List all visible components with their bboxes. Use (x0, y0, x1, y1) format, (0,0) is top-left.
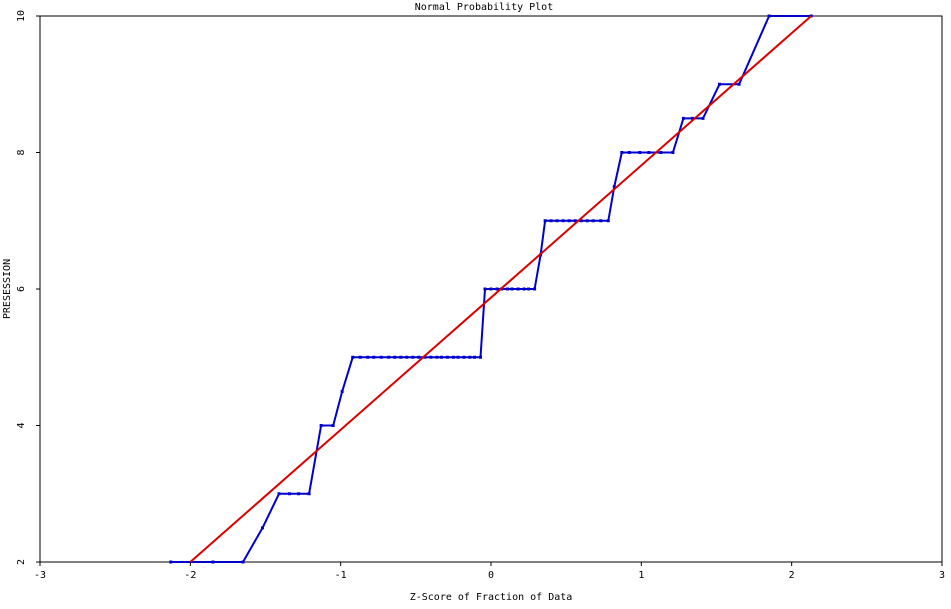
data-point (647, 151, 651, 154)
data-point (585, 219, 589, 223)
data-point (809, 14, 813, 18)
data-point (169, 560, 173, 564)
data-point (533, 287, 537, 291)
data-point (681, 116, 685, 120)
data-point (478, 355, 482, 359)
data-point (638, 151, 642, 154)
y-tick-label: 8 (16, 149, 27, 155)
x-tick-label: 3 (939, 570, 945, 581)
data-point (627, 151, 631, 154)
data-point (606, 219, 610, 223)
y-tick-label: 4 (16, 422, 27, 428)
data-point (387, 355, 391, 359)
data-point (211, 560, 215, 564)
x-tick-label: 0 (488, 570, 494, 581)
data-point (358, 355, 362, 359)
data-point (277, 492, 281, 496)
data-point (516, 287, 520, 291)
data-point (297, 492, 301, 496)
data-point (260, 526, 264, 530)
data-point (439, 355, 443, 359)
data-point (472, 355, 476, 359)
x-axis-label: Z-Score of Fraction of Data (410, 592, 573, 603)
data-point (567, 219, 571, 223)
data-point (468, 355, 472, 359)
x-tick-label: -2 (184, 570, 196, 581)
y-tick-label: 6 (16, 286, 27, 292)
data-point (423, 355, 427, 359)
data-point (555, 219, 559, 223)
x-tick-label: 1 (638, 570, 644, 581)
data-point (435, 355, 439, 359)
axes: -3 -2 -1 0 1 2 3 2 4 6 8 10 (16, 10, 945, 581)
data-point (445, 355, 449, 359)
data-point (241, 560, 245, 564)
data-point (561, 219, 565, 223)
data-point (579, 219, 583, 223)
fit-line (189, 15, 812, 563)
data-point (527, 287, 531, 291)
y-tick-label: 10 (16, 10, 27, 22)
data-point (379, 355, 383, 359)
data-point (288, 492, 292, 496)
data-point (483, 287, 487, 291)
y-axis-label: PRESESSION (2, 259, 13, 319)
data-point (399, 355, 403, 359)
data-point (510, 287, 514, 291)
data-point (659, 151, 663, 154)
data-point (737, 82, 741, 86)
chart-title: Normal Probability Plot (415, 2, 553, 13)
x-tick-label: -1 (335, 570, 347, 581)
data-point (462, 355, 466, 359)
data-point (671, 151, 675, 154)
data-point (690, 116, 694, 120)
x-tick-label: -3 (34, 570, 46, 581)
x-tick-label: 2 (789, 570, 795, 581)
data-point (411, 355, 415, 359)
data-point (456, 355, 460, 359)
data-point (495, 287, 499, 291)
y-tick-label: 2 (16, 559, 27, 565)
data-point (351, 355, 355, 359)
data-point (573, 219, 577, 223)
data-point (417, 355, 421, 359)
data-point (393, 355, 397, 359)
data-point (599, 219, 603, 223)
data-point (489, 287, 493, 291)
data-point (591, 219, 595, 223)
data-point (767, 14, 771, 18)
data-point (319, 424, 323, 427)
data-point (331, 424, 335, 427)
data-point (372, 355, 376, 359)
data-point (612, 185, 616, 189)
data-point (718, 82, 722, 86)
data-point (307, 492, 311, 496)
data-point (620, 151, 624, 154)
data-point (405, 355, 409, 359)
data-point (451, 355, 455, 359)
data-point (429, 355, 433, 359)
series-layer (169, 14, 813, 564)
data-point (543, 219, 547, 223)
data-point (701, 116, 705, 120)
data-point (522, 287, 526, 291)
data-point (506, 287, 510, 291)
data-point (549, 219, 553, 223)
data-point (366, 355, 370, 359)
data-point (340, 389, 344, 393)
